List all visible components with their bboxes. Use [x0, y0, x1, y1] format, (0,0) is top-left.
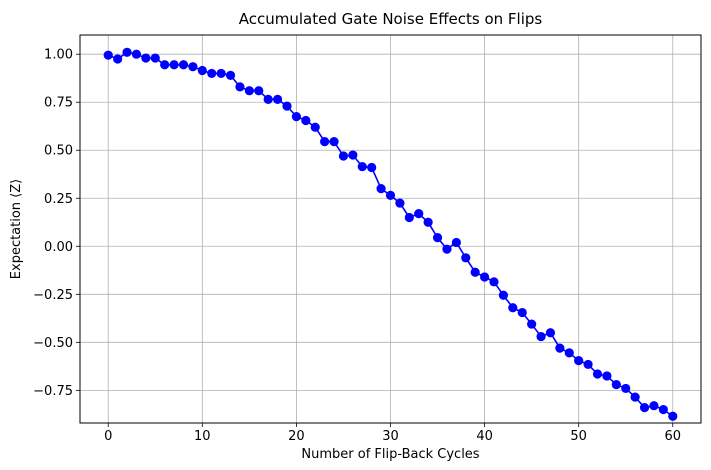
x-tick-label: 10	[194, 429, 211, 444]
data-point	[113, 54, 123, 64]
x-tick-label: 50	[570, 429, 587, 444]
data-point	[658, 404, 668, 415]
data-point	[282, 101, 292, 111]
x-tick-label: 0	[104, 429, 112, 444]
data-point	[254, 86, 264, 96]
data-point	[338, 151, 349, 161]
x-tick-label: 20	[288, 429, 305, 444]
data-point	[244, 86, 254, 96]
data-point	[376, 184, 386, 194]
data-point	[508, 303, 518, 313]
data-point	[150, 53, 160, 63]
data-point	[310, 122, 320, 132]
y-tick-label: −0.25	[33, 288, 73, 303]
data-point	[423, 217, 433, 227]
data-point	[357, 161, 367, 172]
data-point	[649, 401, 659, 411]
data-point	[527, 319, 537, 329]
data-point	[451, 237, 461, 248]
data-point	[301, 115, 311, 126]
y-tick-label: −0.75	[33, 384, 73, 399]
y-tick-label: 0.00	[44, 240, 73, 255]
data-point	[395, 198, 405, 208]
data-point	[263, 94, 273, 104]
data-point	[461, 253, 471, 263]
data-point	[414, 209, 424, 219]
y-tick-label: 1.00	[44, 48, 73, 63]
data-point	[536, 331, 546, 342]
data-point	[630, 392, 640, 402]
y-axis-label: Expectation ⟨Z⟩	[9, 179, 24, 279]
data-point	[583, 359, 593, 370]
data-point	[639, 403, 650, 413]
data-point	[385, 190, 396, 200]
data-point	[160, 60, 170, 70]
data-point	[517, 307, 527, 318]
data-point	[555, 343, 565, 353]
data-point	[545, 328, 556, 338]
data-point	[498, 290, 509, 300]
data-point	[668, 411, 678, 421]
ticks: 0 10 20 30 40 50 60 −0.75 −0.50 −0.25 0.00 0.25 0.50…	[33, 48, 681, 444]
data-point	[432, 233, 443, 243]
data-point	[329, 137, 339, 147]
data-point	[131, 49, 142, 59]
x-tick-label: 40	[476, 429, 493, 444]
data-point	[235, 82, 245, 92]
chart-title: Accumulated Gate Noise Effects on Flips	[239, 10, 543, 28]
data-point	[197, 65, 207, 76]
data-point	[404, 212, 414, 223]
data-point	[479, 272, 490, 282]
data-point	[169, 60, 179, 70]
data-point	[225, 70, 236, 80]
data-point	[592, 369, 603, 379]
y-tick-label: −0.50	[33, 336, 73, 351]
data-point	[367, 162, 377, 173]
data-point	[320, 137, 330, 147]
y-tick-label: 0.75	[44, 96, 73, 111]
data-point	[291, 112, 302, 122]
series-layer	[103, 47, 678, 421]
data-point	[216, 68, 226, 79]
data-point	[348, 150, 358, 160]
data-point	[188, 62, 198, 72]
data-point	[122, 47, 132, 57]
grid	[80, 35, 701, 423]
x-tick-label: 60	[664, 429, 681, 444]
x-tick-label: 30	[382, 429, 399, 444]
y-tick-label: 0.25	[44, 192, 73, 207]
data-point	[602, 371, 612, 381]
data-point	[564, 348, 574, 358]
data-point	[574, 355, 584, 366]
data-point	[621, 383, 631, 394]
data-point	[178, 60, 189, 70]
data-point	[141, 53, 151, 63]
x-axis-label: Number of Flip-Back Cycles	[301, 447, 479, 462]
data-point	[442, 244, 452, 254]
data-point	[103, 50, 113, 60]
y-tick-label: 0.50	[44, 144, 73, 159]
data-point	[207, 68, 217, 79]
data-point	[611, 379, 621, 390]
data-point	[489, 277, 499, 287]
data-point	[272, 94, 283, 104]
data-point	[470, 267, 480, 277]
